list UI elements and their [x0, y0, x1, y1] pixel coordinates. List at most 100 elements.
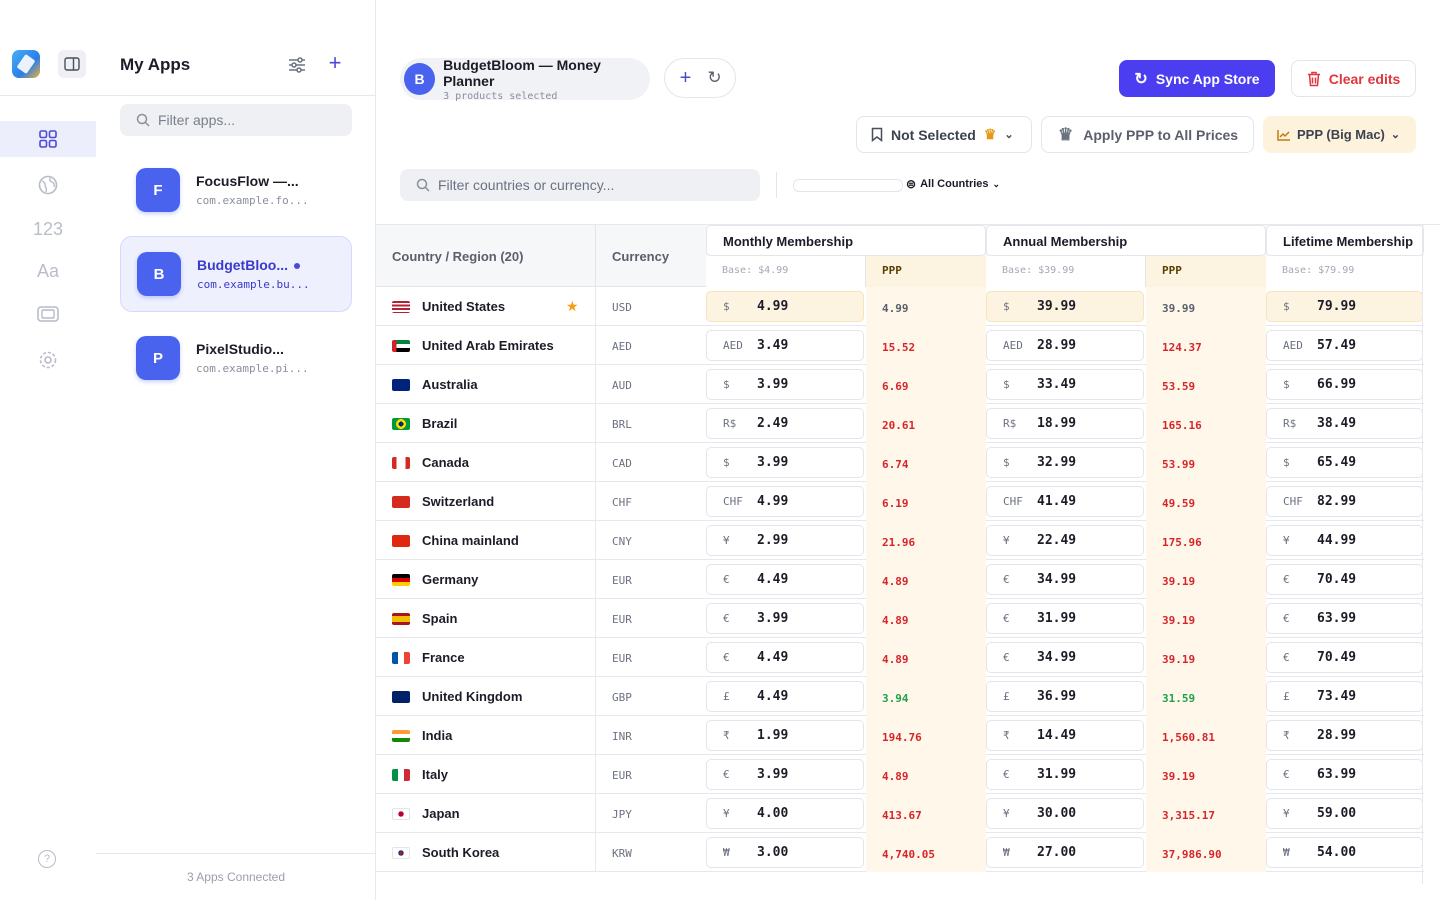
lifetime-price-input[interactable]: ¥ 44.99: [1266, 525, 1423, 556]
currency-symbol: ¥: [1283, 807, 1290, 820]
monthly-price-input[interactable]: ₩ 3.00: [706, 837, 864, 868]
lifetime-price-input[interactable]: ₹ 28.99: [1266, 720, 1423, 751]
monthly-price-input[interactable]: AED 3.49: [706, 330, 864, 361]
lifetime-price-input[interactable]: $ 66.99: [1266, 369, 1423, 400]
monthly-price-input[interactable]: ¥ 4.00: [706, 798, 864, 829]
filter-settings-button[interactable]: [286, 54, 308, 76]
monthly-price-input[interactable]: ¥ 2.99: [706, 525, 864, 556]
annual-price-input[interactable]: € 34.99: [986, 642, 1144, 673]
clear-edits-button[interactable]: Clear edits: [1291, 60, 1416, 97]
lifetime-price-input[interactable]: ₩ 54.00: [1266, 837, 1423, 868]
lifetime-price-input[interactable]: $ 79.99: [1266, 291, 1423, 322]
lifetime-price-input[interactable]: CHF 82.99: [1266, 486, 1423, 517]
country-cell: China mainland: [376, 521, 596, 560]
currency-symbol: $: [1283, 456, 1290, 469]
monthly-price-input[interactable]: R$ 2.49: [706, 408, 864, 439]
secondary-filter-field[interactable]: [793, 179, 903, 192]
column-header-country[interactable]: Country / Region (20): [392, 249, 524, 264]
lifetime-price-input[interactable]: R$ 38.49: [1266, 408, 1423, 439]
apply-ppp-button[interactable]: ♛ Apply PPP to All Prices: [1041, 116, 1254, 153]
monthly-price-input[interactable]: $ 3.99: [706, 447, 864, 478]
lifetime-price-input[interactable]: € 63.99: [1266, 603, 1423, 634]
help-icon[interactable]: ?: [38, 850, 56, 868]
lifetime-price-input[interactable]: ¥ 59.00: [1266, 798, 1423, 829]
current-app-pill[interactable]: B BudgetBloom — Money Planner 3 products…: [400, 57, 650, 102]
panel-icon: [64, 57, 80, 71]
app-card-pixelstudio[interactable]: P PixelStudio... com.example.pi...: [120, 320, 352, 396]
monthly-price-input[interactable]: € 4.49: [706, 564, 864, 595]
lifetime-price-input[interactable]: £ 73.49: [1266, 681, 1423, 712]
lifetime-price-input[interactable]: € 70.49: [1266, 564, 1423, 595]
apps-search-input[interactable]: [158, 112, 348, 128]
country-group-dropdown[interactable]: ⊜ All Countries ⌄: [906, 177, 1000, 191]
flag-ca-icon: [392, 456, 410, 469]
rail-item-media[interactable]: [0, 296, 96, 332]
monthly-price-input[interactable]: CHF 4.99: [706, 486, 864, 517]
tier-selector[interactable]: Not Selected ♛ ⌄: [856, 116, 1032, 153]
annual-price-input[interactable]: R$ 18.99: [986, 408, 1144, 439]
lifetime-price-input[interactable]: $ 65.49: [1266, 447, 1423, 478]
rail-item-text[interactable]: Aa: [0, 253, 96, 289]
app-card-focusflow[interactable]: F FocusFlow —... com.example.fo...: [120, 152, 352, 228]
price-value: 3.99: [757, 611, 789, 626]
annual-price-input[interactable]: AED 28.99: [986, 330, 1144, 361]
price-value: 82.99: [1317, 494, 1357, 509]
sync-app-store-button[interactable]: ↻ Sync App Store: [1119, 60, 1275, 97]
monthly-price-input[interactable]: € 4.49: [706, 642, 864, 673]
price-value: 2.49: [757, 416, 789, 431]
price-value: 66.99: [1317, 377, 1357, 392]
currency-symbol: ₩: [1283, 846, 1290, 859]
lifetime-price-input[interactable]: € 63.99: [1266, 759, 1423, 790]
star-icon[interactable]: ★: [566, 298, 579, 314]
currency-symbol: AED: [723, 339, 743, 352]
sidebar-toggle-button[interactable]: [58, 50, 86, 78]
rail-item-settings[interactable]: [0, 342, 96, 378]
currency-symbol: $: [1283, 378, 1290, 391]
base-price: Base: $79.99: [1266, 256, 1424, 287]
lifetime-price-input[interactable]: € 70.49: [1266, 642, 1423, 673]
annual-ppp-value: 175.96: [1146, 521, 1266, 560]
price-value: 32.99: [1037, 455, 1077, 470]
annual-price-input[interactable]: £ 36.99: [986, 681, 1144, 712]
country-search-input[interactable]: [438, 177, 738, 193]
currency-symbol: €: [1283, 573, 1290, 586]
ppp-source-dropdown[interactable]: PPP (Big Mac) ⌄: [1263, 116, 1416, 153]
annual-price-input[interactable]: CHF 41.49: [986, 486, 1144, 517]
country-name: Spain: [422, 611, 458, 626]
rail-item-apps[interactable]: [0, 121, 96, 157]
currency-symbol: ¥: [723, 807, 730, 820]
monthly-price-input[interactable]: $ 4.99: [706, 291, 864, 322]
monthly-price-input[interactable]: ₹ 1.99: [706, 720, 864, 751]
price-value: 54.00: [1317, 845, 1357, 860]
lifetime-price-input[interactable]: AED 57.49: [1266, 330, 1423, 361]
monthly-price-input[interactable]: € 3.99: [706, 759, 864, 790]
annual-price-input[interactable]: ¥ 30.00: [986, 798, 1144, 829]
add-app-button[interactable]: +: [324, 50, 346, 75]
currency-code: EUR: [612, 613, 632, 626]
annual-price-input[interactable]: ¥ 22.49: [986, 525, 1144, 556]
table-scrollbar[interactable]: [1422, 225, 1423, 884]
price-value: 70.49: [1317, 572, 1357, 587]
annual-price-input[interactable]: ₹ 14.49: [986, 720, 1144, 751]
app-bundle-id: com.example.bu...: [197, 278, 310, 291]
monthly-price-input[interactable]: £ 4.49: [706, 681, 864, 712]
annual-price-input[interactable]: ₩ 27.00: [986, 837, 1144, 868]
table-row: United Arab Emirates AED AED 3.49 15.52 …: [376, 326, 1424, 365]
annual-price-input[interactable]: € 31.99: [986, 603, 1144, 634]
main-content: B BudgetBloom — Money Planner 3 products…: [376, 0, 1440, 900]
price-value: 34.99: [1037, 650, 1077, 665]
rail-item-regions[interactable]: [0, 167, 96, 203]
annual-price-input[interactable]: € 31.99: [986, 759, 1144, 790]
app-card-budgetbloom[interactable]: B BudgetBloo... com.example.bu...: [120, 236, 352, 312]
column-header-currency[interactable]: Currency: [612, 249, 670, 264]
refresh-button[interactable]: ↻: [702, 65, 728, 91]
annual-price-input[interactable]: € 34.99: [986, 564, 1144, 595]
annual-price-input[interactable]: $ 39.99: [986, 291, 1144, 322]
currency-code: CNY: [612, 535, 632, 548]
monthly-price-input[interactable]: € 3.99: [706, 603, 864, 634]
annual-price-input[interactable]: $ 32.99: [986, 447, 1144, 478]
monthly-price-input[interactable]: $ 3.99: [706, 369, 864, 400]
annual-price-input[interactable]: $ 33.49: [986, 369, 1144, 400]
rail-item-numbers[interactable]: 123: [0, 211, 96, 247]
add-product-button[interactable]: +: [673, 65, 699, 91]
